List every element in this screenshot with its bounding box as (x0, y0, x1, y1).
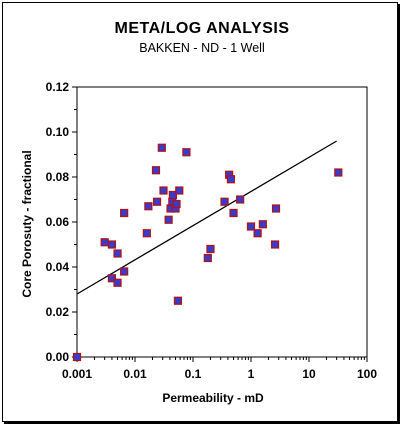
points-layer (72, 143, 343, 362)
tick-layer: 0.00 0.02 0.04 0.06 0.08 0.10 0.12 0.001 0.01 0.1… (46, 80, 378, 381)
data-point (72, 352, 82, 362)
chart-title: META/LOG ANALYSIS (114, 20, 289, 37)
data-point (120, 267, 129, 276)
data-point (120, 208, 129, 218)
x-tick-label: 0.1 (185, 367, 202, 381)
data-point (258, 220, 267, 229)
y-tick-label: 0.00 (46, 350, 70, 364)
y-tick-label: 0.04 (46, 260, 70, 274)
data-point (107, 240, 117, 249)
data-point (236, 195, 245, 204)
data-point (246, 222, 256, 231)
data-point (144, 202, 153, 211)
x-tick-label: 100 (357, 367, 377, 381)
y-tick-label: 0.02 (46, 305, 70, 319)
data-point (253, 229, 262, 238)
y-tick-label: 0.10 (46, 125, 70, 139)
data-point (203, 253, 212, 263)
data-point (107, 274, 117, 283)
data-point (175, 186, 184, 195)
y-tick-label: 0.06 (46, 215, 70, 229)
y-tick-label: 0.12 (46, 80, 70, 94)
x-tick-label: 1 (248, 367, 255, 381)
data-point (270, 240, 280, 249)
y-tick-label: 0.08 (46, 170, 70, 184)
data-point (271, 204, 281, 213)
data-point (229, 208, 238, 218)
data-point (334, 168, 343, 177)
data-point (151, 166, 161, 175)
trend-layer (76, 140, 338, 295)
data-point (157, 143, 166, 152)
chart-subtitle: BAKKEN - ND - 1 Well (139, 41, 265, 55)
data-point (182, 148, 191, 157)
data-point (173, 296, 183, 305)
chart-frame: META/LOG ANALYSIS BAKKEN - ND - 1 Well P… (2, 2, 398, 422)
x-axis-label: Permeability - mD (162, 391, 264, 405)
data-point (206, 244, 215, 254)
data-point (113, 249, 122, 258)
scatter-chart: META/LOG ANALYSIS BAKKEN - ND - 1 Well P… (20, 20, 378, 405)
data-point (113, 278, 122, 287)
data-point (172, 199, 181, 209)
data-point (226, 175, 235, 184)
data-point (100, 238, 109, 247)
trend-line (76, 140, 338, 295)
x-tick-label: 10 (302, 367, 316, 381)
data-point (159, 186, 168, 195)
x-tick-label: 0.01 (123, 367, 147, 381)
data-point (168, 190, 177, 200)
data-point (164, 215, 173, 224)
data-point (220, 197, 229, 206)
x-tick-label: 0.001 (62, 367, 92, 381)
y-axis-label: Core Porosuty - fractional (20, 150, 34, 297)
data-point (152, 197, 162, 206)
plot-area (76, 86, 368, 358)
data-point (142, 229, 151, 238)
